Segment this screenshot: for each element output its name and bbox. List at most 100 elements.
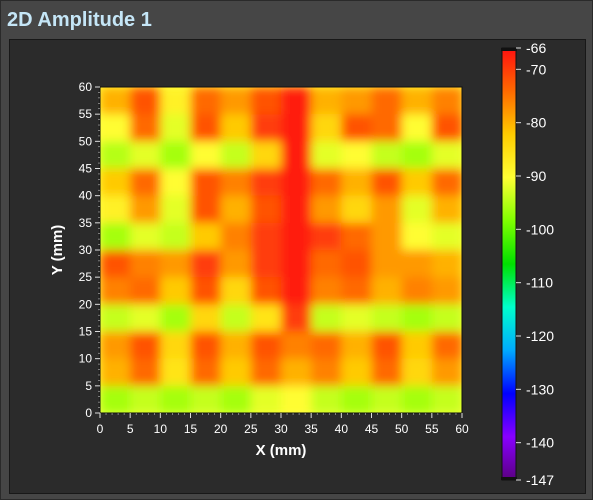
heatmap-chart[interactable]: 0 5 10 15 20 25 30 35 40 45 50 55 60 0 5 10 15 20 25 30 35 40… xyxy=(10,40,585,493)
colorbar-tick-label: -70 xyxy=(526,61,546,77)
heatmap-cell xyxy=(341,277,373,306)
heatmap-cell xyxy=(250,304,282,333)
heatmap-cell xyxy=(130,87,162,116)
colorbar-tick-label: -120 xyxy=(526,328,554,344)
heatmap-cell xyxy=(431,87,462,116)
heatmap-cell xyxy=(190,114,222,143)
heatmap-cell xyxy=(160,385,192,413)
panel-title: 2D Amplitude 1 xyxy=(7,9,152,31)
heatmap-cell xyxy=(311,168,343,197)
heatmap-cell xyxy=(160,168,192,197)
heatmap-cell xyxy=(281,222,313,251)
x-tick-label: 25 xyxy=(244,422,258,436)
heatmap-cell xyxy=(341,222,373,251)
heatmap-cell xyxy=(250,277,282,306)
y-tick-label: 5 xyxy=(85,379,92,393)
heatmap-cell xyxy=(341,141,373,170)
heatmap-cell xyxy=(250,222,282,251)
heatmap-cell xyxy=(371,304,403,333)
heatmap-cell xyxy=(130,141,162,170)
heatmap-cell xyxy=(190,331,222,360)
heatmap-cell xyxy=(160,277,192,306)
colorbar: -66 -70 -80 -90 -100 -110 -120 -130 -140 -147 xyxy=(501,40,554,488)
y-tick-label: 15 xyxy=(79,325,93,339)
heatmap-cell xyxy=(160,195,192,224)
x-tick-label: 5 xyxy=(127,422,134,436)
heatmap-cell xyxy=(100,277,132,306)
heatmap-cell xyxy=(401,168,433,197)
heatmap-cell xyxy=(281,168,313,197)
heatmap-cell xyxy=(250,385,282,413)
y-tick-label: 45 xyxy=(79,162,93,176)
heatmap-cell xyxy=(311,222,343,251)
heatmap-cell xyxy=(371,358,403,387)
y-tick-label: 30 xyxy=(79,243,93,257)
heatmap-cell xyxy=(401,250,433,279)
x-tick-label: 10 xyxy=(154,422,168,436)
y-tick-label: 40 xyxy=(79,189,93,203)
heatmap-cell xyxy=(130,277,162,306)
heatmap-cell xyxy=(341,304,373,333)
plot-frame: 0 5 10 15 20 25 30 35 40 45 50 55 60 0 5 10 15 20 25 30 35 40… xyxy=(9,39,586,494)
heatmap-cell xyxy=(130,195,162,224)
heatmap-cell xyxy=(431,114,462,143)
heatmap-cell xyxy=(401,304,433,333)
heatmap-cell xyxy=(250,331,282,360)
x-tick-label: 55 xyxy=(425,422,439,436)
heatmap-cell xyxy=(130,331,162,360)
heatmap-cell xyxy=(220,114,252,143)
heatmap-cell xyxy=(220,222,252,251)
colorbar-tick-label: -66 xyxy=(526,40,546,56)
heatmap-cell xyxy=(160,114,192,143)
heatmap-cell xyxy=(431,358,462,387)
heatmap-cell xyxy=(341,87,373,116)
heatmap-cell xyxy=(431,277,462,306)
y-tick-label: 10 xyxy=(79,352,93,366)
heatmap-cell xyxy=(220,358,252,387)
heatmap-cell xyxy=(100,141,132,170)
heatmap-cell xyxy=(431,141,462,170)
heatmap-cell xyxy=(341,250,373,279)
heatmap-cell xyxy=(130,222,162,251)
heatmap-cell xyxy=(431,168,462,197)
colorbar-tick-label: -100 xyxy=(526,221,554,237)
heatmap-cell xyxy=(250,141,282,170)
heatmap-cell xyxy=(341,358,373,387)
heatmap-cell xyxy=(160,222,192,251)
x-tick-label: 40 xyxy=(335,422,349,436)
heatmap-cell xyxy=(281,385,313,413)
heatmap-cell xyxy=(281,250,313,279)
heatmap-cell xyxy=(250,114,282,143)
heatmap-cell xyxy=(371,87,403,116)
heatmap-cell xyxy=(100,250,132,279)
heatmap-cell xyxy=(371,385,403,413)
heatmap-cell xyxy=(100,195,132,224)
heatmap-cell xyxy=(401,87,433,116)
heatmap-cell xyxy=(371,168,403,197)
x-tick-label: 45 xyxy=(365,422,379,436)
heatmap-cell xyxy=(160,141,192,170)
heatmap-cell xyxy=(220,250,252,279)
heatmap-cell xyxy=(190,250,222,279)
heatmap-cell xyxy=(311,195,343,224)
heatmap-cell xyxy=(281,331,313,360)
heatmap-cell xyxy=(250,195,282,224)
heatmap-cell xyxy=(250,250,282,279)
heatmap-cell xyxy=(100,168,132,197)
colorbar-tick-label: -80 xyxy=(526,115,546,131)
heatmap-cell xyxy=(371,195,403,224)
heatmap-cell xyxy=(401,277,433,306)
plot-area xyxy=(100,87,462,413)
y-tick-label: 55 xyxy=(79,107,93,121)
heatmap-cell xyxy=(311,114,343,143)
heatmap-cell xyxy=(371,331,403,360)
colorbar-tick-label: -110 xyxy=(526,275,553,291)
heatmap-cell xyxy=(431,250,462,279)
heatmap-cell xyxy=(160,358,192,387)
heatmap-cell xyxy=(220,168,252,197)
heatmap-cell xyxy=(190,304,222,333)
y-tick-label: 35 xyxy=(79,216,93,230)
heatmap-cell xyxy=(130,304,162,333)
heatmap-cell xyxy=(190,277,222,306)
heatmap-cell xyxy=(130,168,162,197)
